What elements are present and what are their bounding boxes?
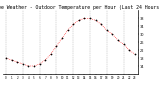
Title: Milwaukee Weather - Outdoor Temperature per Hour (Last 24 Hours): Milwaukee Weather - Outdoor Temperature … — [0, 5, 160, 10]
